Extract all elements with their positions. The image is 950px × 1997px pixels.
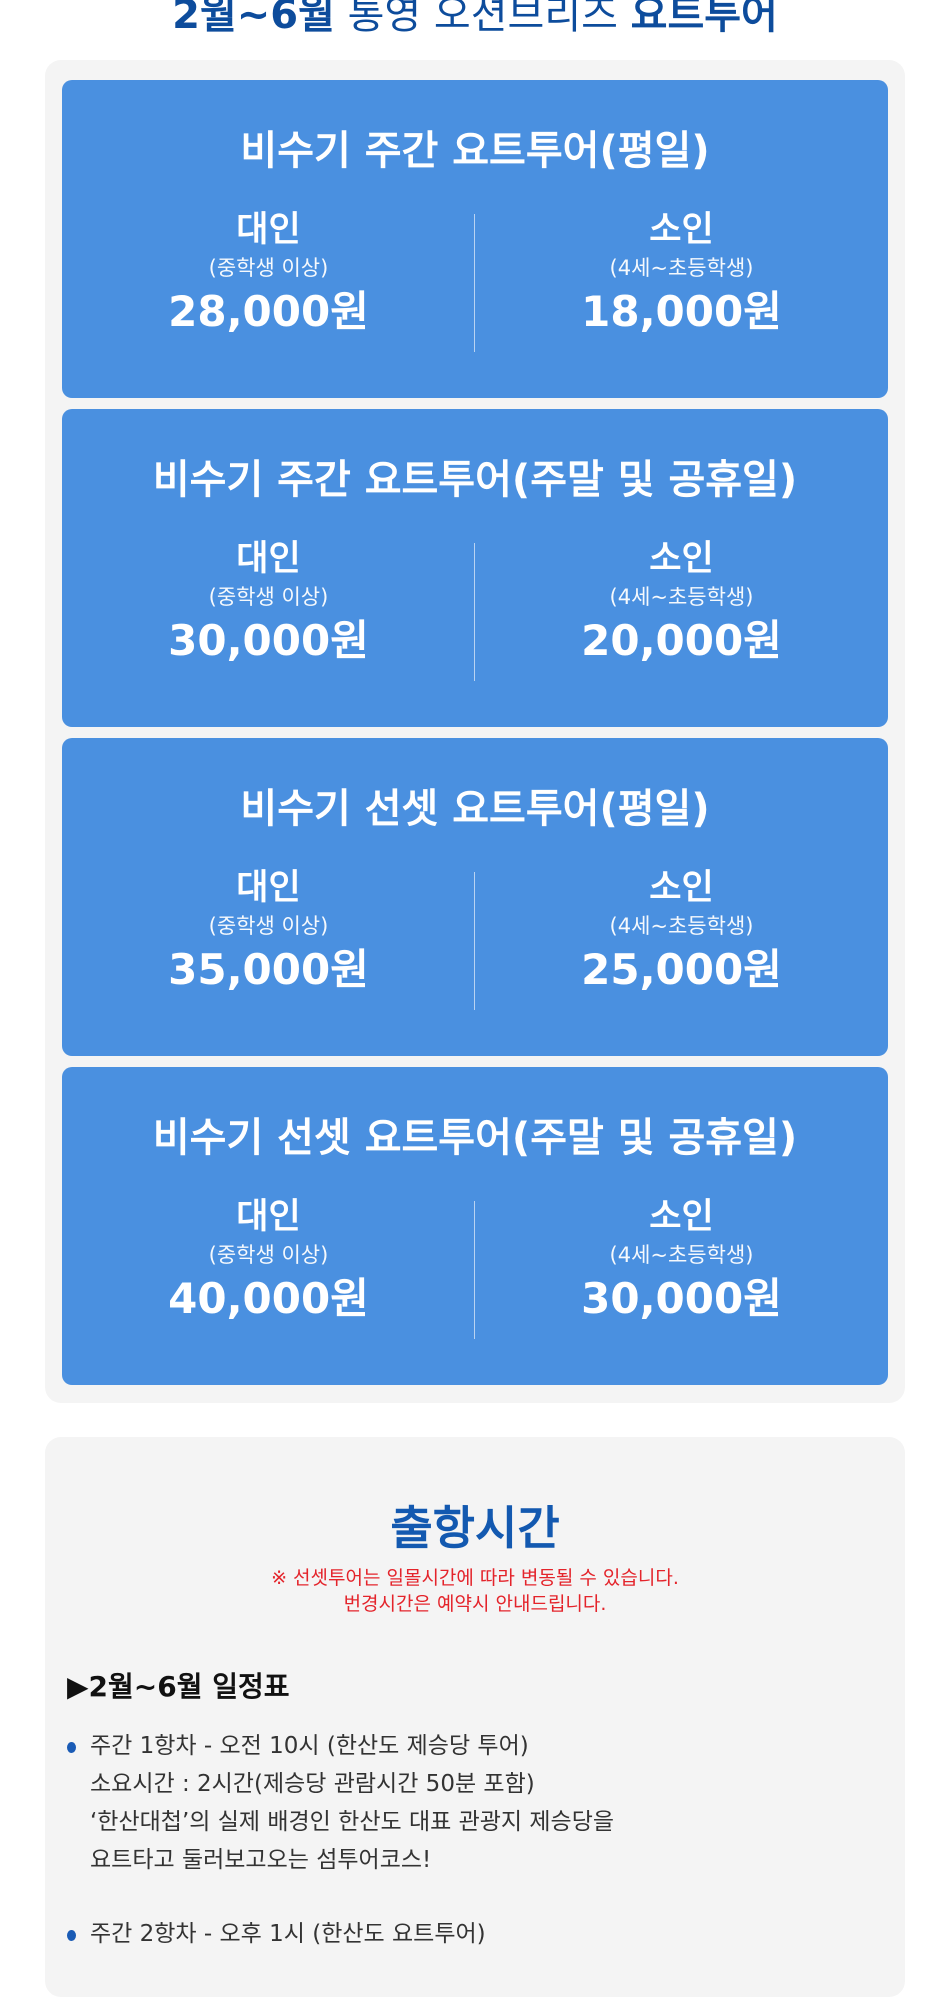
schedule-item: 주간 2항차 - 오후 1시 (한산도 요트투어) xyxy=(67,1915,867,1953)
child-amount: 25,000원 xyxy=(581,945,782,994)
child-price: 소인 (4세~초등학생) 25,000원 xyxy=(475,866,888,998)
bullet-icon xyxy=(67,1742,76,1753)
adult-price: 대인 (중학생 이상) 40,000원 xyxy=(62,1195,475,1327)
child-amount: 20,000원 xyxy=(581,616,782,665)
adult-amount: 35,000원 xyxy=(168,945,369,994)
schedule-line: 요트타고 둘러보고오는 섬투어코스! xyxy=(90,1847,432,1873)
price-card: 비수기 주간 요트투어(주말 및 공휴일) 대인 (중학생 이상) 30,000원 소인… xyxy=(62,409,888,727)
child-label: 소인 xyxy=(649,1197,714,1237)
price-panel: 비수기 주간 요트투어(평일) 대인 (중학생 이상) 28,000원 소인 (4세~초등… xyxy=(45,60,905,1403)
divider xyxy=(474,214,475,352)
child-age: (4세~초등학생) xyxy=(609,914,754,938)
adult-label: 대인 xyxy=(236,1197,301,1237)
bullet-icon xyxy=(67,1930,76,1941)
price-card: 비수기 선셋 요트투어(주말 및 공휴일) 대인 (중학생 이상) 40,000원 소인… xyxy=(62,1067,888,1385)
card-title: 비수기 선셋 요트투어(평일) xyxy=(240,786,710,832)
child-price: 소인 (4세~초등학생) 30,000원 xyxy=(475,1195,888,1327)
child-price: 소인 (4세~초등학생) 18,000원 xyxy=(475,208,888,340)
adult-age: (중학생 이상) xyxy=(208,256,329,280)
card-title: 비수기 주간 요트투어(주말 및 공휴일) xyxy=(152,457,798,503)
child-label: 소인 xyxy=(649,868,714,908)
schedule-line: ‘한산대첩’의 실제 배경인 한산도 대표 관광지 제승당을 xyxy=(90,1809,615,1835)
child-price: 소인 (4세~초등학생) 20,000원 xyxy=(475,537,888,669)
child-label: 소인 xyxy=(649,539,714,579)
price-card: 비수기 주간 요트투어(평일) 대인 (중학생 이상) 28,000원 소인 (4세~초등… xyxy=(62,80,888,398)
adult-age: (중학생 이상) xyxy=(208,914,329,938)
adult-price: 대인 (중학생 이상) 28,000원 xyxy=(62,208,475,340)
adult-price: 대인 (중학생 이상) 30,000원 xyxy=(62,537,475,669)
adult-amount: 28,000원 xyxy=(168,287,369,336)
adult-age: (중학생 이상) xyxy=(208,585,329,609)
divider xyxy=(474,1201,475,1339)
child-age: (4세~초등학생) xyxy=(609,256,754,280)
schedule-line: 주간 2항차 - 오후 1시 (한산도 요트투어) xyxy=(90,1921,486,1947)
card-title: 비수기 선셋 요트투어(주말 및 공휴일) xyxy=(152,1115,798,1161)
adult-amount: 30,000원 xyxy=(168,616,369,665)
adult-amount: 40,000원 xyxy=(168,1274,369,1323)
child-amount: 18,000원 xyxy=(581,287,782,336)
child-age: (4세~초등학생) xyxy=(609,585,754,609)
adult-age: (중학생 이상) xyxy=(208,1243,329,1267)
schedule-list: 주간 1항차 - 오전 10시 (한산도 제승당 투어) 소요시간 : 2시간(제… xyxy=(67,1727,867,1989)
schedule-item: 주간 1항차 - 오전 10시 (한산도 제승당 투어) 소요시간 : 2시간(제… xyxy=(67,1727,867,1879)
schedule-heading: ▶2월~6월 일정표 xyxy=(67,1670,290,1703)
card-title: 비수기 주간 요트투어(평일) xyxy=(240,128,710,174)
adult-price: 대인 (중학생 이상) 35,000원 xyxy=(62,866,475,998)
departure-panel: 출항시간 ※ 선셋투어는 일몰시간에 따라 변동될 수 있습니다. 번경시간은 예… xyxy=(45,1437,905,1997)
departure-title: 출항시간 xyxy=(390,1501,560,1555)
child-amount: 30,000원 xyxy=(581,1274,782,1323)
divider xyxy=(474,872,475,1010)
schedule-line: 주간 1항차 - 오전 10시 (한산도 제승당 투어) xyxy=(90,1733,529,1759)
child-age: (4세~초등학생) xyxy=(609,1243,754,1267)
adult-label: 대인 xyxy=(236,539,301,579)
price-card: 비수기 선셋 요트투어(평일) 대인 (중학생 이상) 35,000원 소인 (4세~초등… xyxy=(62,738,888,1056)
schedule-line: 소요시간 : 2시간(제승당 관람시간 50분 포함) xyxy=(90,1771,535,1797)
page-title: 2월~6월 통영 오션브리즈 요트투어 xyxy=(172,0,778,38)
departure-note: ※ 선셋투어는 일몰시간에 따라 변동될 수 있습니다. 번경시간은 예약시 안내… xyxy=(271,1567,679,1615)
adult-label: 대인 xyxy=(236,868,301,908)
child-label: 소인 xyxy=(649,210,714,250)
adult-label: 대인 xyxy=(236,210,301,250)
divider xyxy=(474,543,475,681)
